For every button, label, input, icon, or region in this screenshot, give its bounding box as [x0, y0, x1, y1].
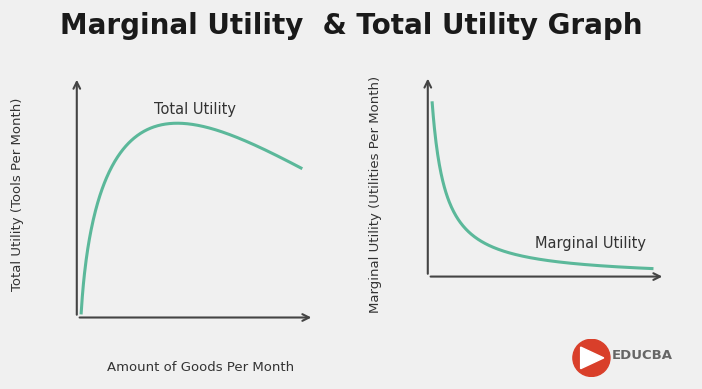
- Text: Total Utility (Tools Per Month): Total Utility (Tools Per Month): [11, 98, 24, 291]
- Text: Marginal Utility: Marginal Utility: [535, 236, 646, 251]
- Text: Marginal Utility (Utilities Per Month): Marginal Utility (Utilities Per Month): [369, 76, 382, 313]
- Polygon shape: [581, 347, 604, 369]
- Text: EDUCBA: EDUCBA: [612, 349, 673, 363]
- Text: Amount of Goods Per Month: Amount of Goods Per Month: [107, 361, 293, 374]
- Text: Total Utility: Total Utility: [154, 102, 237, 117]
- Circle shape: [573, 339, 610, 377]
- Text: Marginal Utility  & Total Utility Graph: Marginal Utility & Total Utility Graph: [60, 12, 642, 40]
